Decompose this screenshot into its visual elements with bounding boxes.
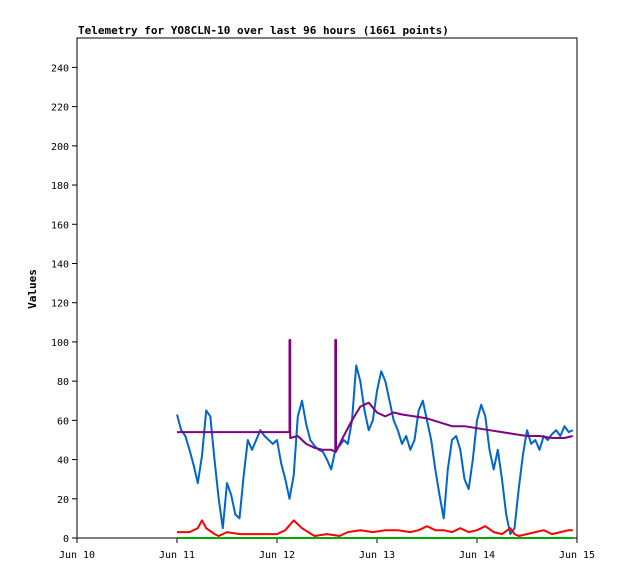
y-tick-label: 120 bbox=[51, 299, 69, 310]
y-tick-label: 200 bbox=[51, 142, 69, 153]
y-tick-label: 180 bbox=[51, 181, 69, 192]
series-line-2 bbox=[177, 339, 574, 453]
x-tick-label: Jun 11 bbox=[159, 550, 195, 561]
x-tick-label: Jun 10 bbox=[59, 550, 95, 561]
x-tick-label: Jun 15 bbox=[559, 550, 595, 561]
y-tick-label: 80 bbox=[57, 377, 69, 388]
y-axis: 0 20 40 60 80 100 120 140 160 180 200 220 240 bbox=[51, 63, 77, 545]
y-tick-label: 60 bbox=[57, 416, 69, 427]
x-tick-label: Jun 12 bbox=[259, 550, 295, 561]
y-tick-label: 220 bbox=[51, 103, 69, 114]
series-line-3 bbox=[177, 519, 573, 537]
series-layer bbox=[176, 339, 574, 539]
x-tick-label: Jun 14 bbox=[459, 550, 495, 561]
y-tick-label: 100 bbox=[51, 338, 69, 349]
y-axis-label: Values bbox=[26, 269, 39, 309]
y-tick-label: 40 bbox=[57, 456, 69, 467]
y-tick-label: 140 bbox=[51, 259, 69, 270]
y-tick-label: 0 bbox=[63, 534, 69, 545]
y-tick-label: 160 bbox=[51, 220, 69, 231]
x-axis: Jun 10 Jun 11 Jun 12 Jun 13 Jun 14 Jun 15 bbox=[59, 538, 595, 561]
series-line-1 bbox=[176, 364, 574, 536]
plot-area bbox=[76, 37, 578, 539]
y-tick-label: 20 bbox=[57, 495, 69, 506]
x-tick-label: Jun 13 bbox=[359, 550, 395, 561]
y-tick-label: 240 bbox=[51, 63, 69, 74]
chart-title: Telemetry for YO8CLN-10 over last 96 hou… bbox=[78, 24, 449, 37]
